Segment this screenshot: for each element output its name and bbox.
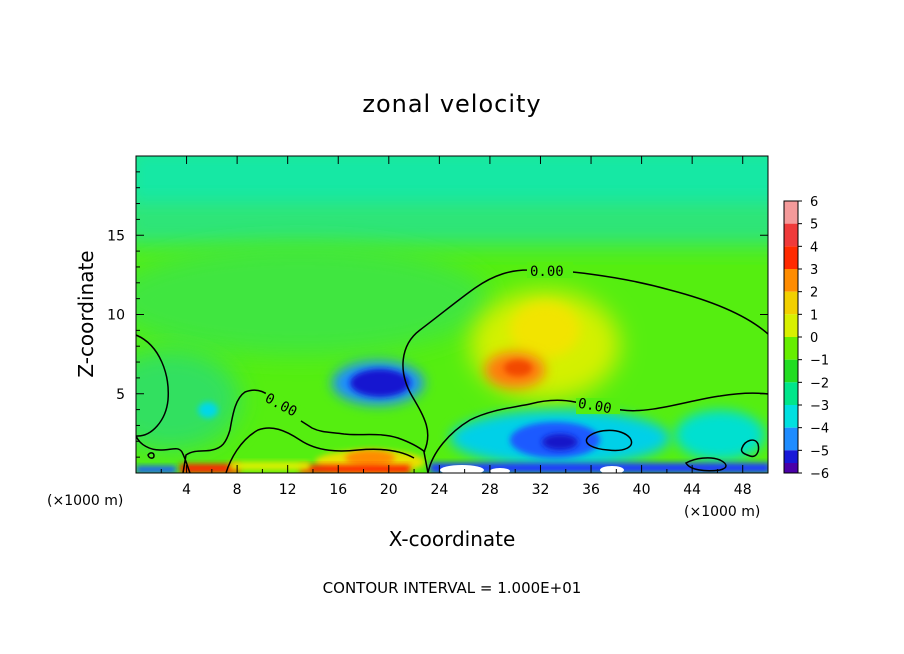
zero-contours: [136, 269, 768, 473]
contour-label-box-left: [260, 388, 308, 424]
zero-contour-upper: [402, 269, 768, 473]
x-axis-label: X-coordinate: [389, 527, 516, 551]
contour-label-right: 0.00: [577, 396, 613, 418]
colorbar-swatch: [784, 463, 798, 473]
colorbar-swatch: [784, 223, 798, 247]
y-tick-label: 15: [107, 228, 125, 244]
colorbar-label: 1: [810, 308, 818, 323]
colorbar-swatch: [784, 427, 798, 451]
zero-contour-inner: [225, 427, 415, 473]
colorbar-label: 5: [810, 218, 818, 233]
blue-surface-right: [430, 463, 768, 473]
yellow-core: [510, 302, 580, 358]
zero-contour-small-loop-1: [585, 429, 633, 452]
x-tick-label: 36: [582, 482, 600, 498]
contour-interval-note: CONTOUR INTERVAL = 1.000E+01: [323, 579, 582, 597]
chart-title: zonal velocity: [362, 90, 541, 118]
blue-lower-core: [542, 434, 578, 450]
yellow-surface-left: [230, 462, 310, 470]
colorbar-label: 0: [810, 331, 818, 346]
colorbar-swatch: [784, 405, 798, 428]
colorbar-swatch: [784, 291, 798, 315]
colorbar-swatch: [784, 337, 798, 360]
y-tick-label: 10: [107, 308, 125, 324]
zero-contour-small-loop-4: [147, 452, 155, 459]
zero-contour-left-lobe: [136, 334, 169, 437]
colorbar-label: −6: [810, 467, 829, 482]
zero-contour-small-loop-3: [684, 457, 727, 472]
colorbar-label: 4: [810, 240, 818, 255]
upper-mid-band: [136, 205, 768, 245]
y-axis: 5 10 15: [107, 171, 768, 458]
colorbar-label: 6: [810, 195, 818, 210]
colorbar-swatch: [784, 314, 798, 337]
plot-area: 0.00 0.00 0.00: [136, 156, 768, 473]
lower-left-region: [136, 350, 240, 450]
zero-contour-middle-lobe: [136, 435, 191, 473]
orange-bottom: [345, 450, 395, 466]
x-unit-left: (×1000 m): [47, 493, 123, 509]
white-patch-3: [600, 466, 624, 473]
x-tick-label: 4: [182, 482, 191, 498]
y-tick-label: 5: [116, 387, 125, 403]
zero-contour-small-loop-2: [740, 439, 760, 458]
cyan-right: [675, 410, 765, 460]
x-tick-label: 40: [633, 482, 651, 498]
colorbar-label: −4: [810, 422, 829, 437]
colorbar-swatch: [784, 201, 798, 224]
red-surface-left: [180, 464, 240, 473]
colorbar-swatch: [784, 382, 798, 405]
x-tick-label: 24: [430, 482, 448, 498]
contour-label-box-right: [576, 398, 620, 414]
contour-label-upper: 0.00: [530, 264, 564, 280]
x-tick-label: 28: [481, 482, 499, 498]
colorbar-swatch: [784, 246, 798, 269]
contour-label-box-upper: [527, 262, 573, 278]
colorbar-label: −5: [810, 444, 829, 459]
y-axis-label: Z-coordinate: [74, 250, 98, 377]
cyan-spot: [198, 402, 218, 418]
colorbar-label: −2: [810, 376, 829, 391]
white-patch-2: [490, 468, 510, 473]
x-tick-label: 8: [233, 482, 242, 498]
white-patch-1: [440, 465, 484, 473]
colorbar-label: −1: [810, 354, 829, 369]
x-tick-label: 48: [734, 482, 752, 498]
colorbar-swatch: [784, 359, 798, 383]
blue-surface-left: [136, 466, 176, 473]
colorbar: 6 5 4 3 2 1 0 −1 −2 −3 −4 −5 −6: [783, 195, 829, 482]
x-axis: 4 8 12 16 20 24 28 32 36 40 44 48: [160, 156, 752, 498]
mid-green-region: [136, 245, 490, 355]
x-tick-label: 32: [532, 482, 550, 498]
x-tick-label: 16: [329, 482, 347, 498]
colorbar-label: 2: [810, 286, 818, 301]
x-unit-right: (×1000 m): [684, 504, 760, 520]
x-tick-label: 44: [683, 482, 701, 498]
red-surface-mid: [300, 465, 410, 473]
blue-min: [350, 369, 410, 397]
colorbar-swatch: [784, 269, 798, 292]
colorbar-label: 3: [810, 263, 818, 278]
orange-core: [504, 360, 532, 376]
colorbar-label: −3: [810, 399, 829, 414]
zero-contour-lower: [427, 392, 768, 473]
x-tick-label: 20: [380, 482, 398, 498]
x-tick-label: 12: [279, 482, 297, 498]
